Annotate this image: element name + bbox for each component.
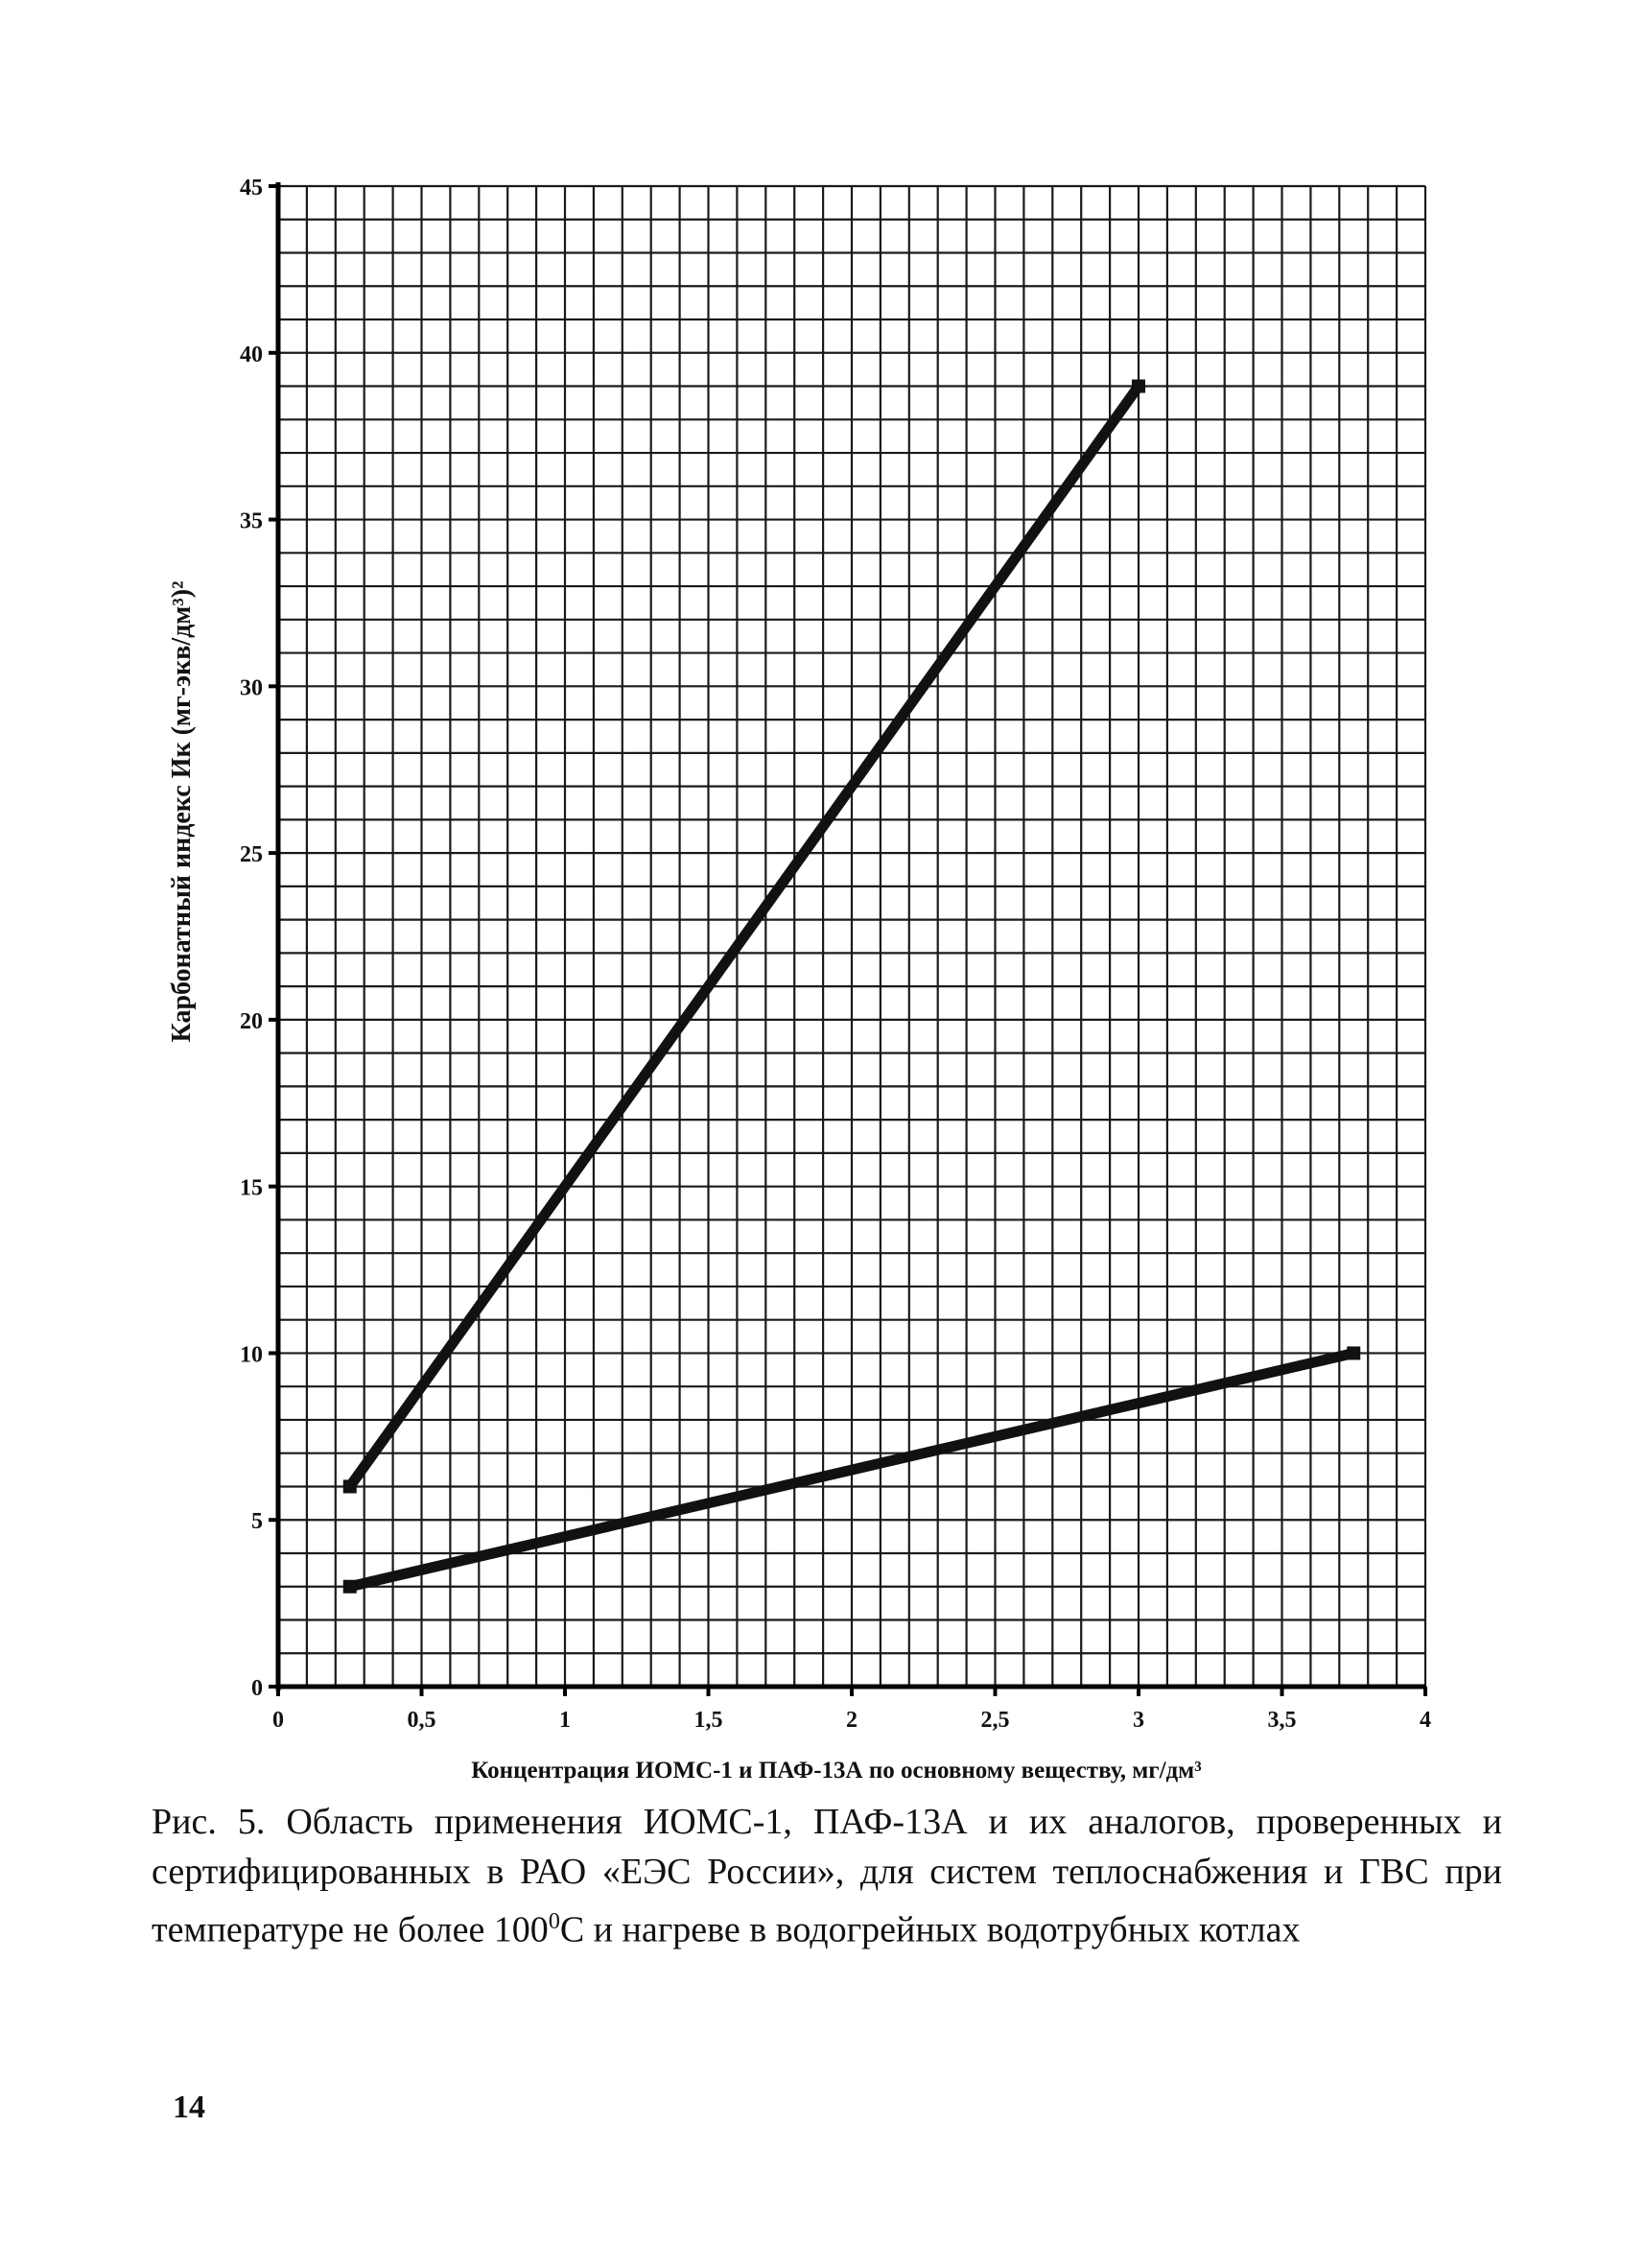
x-tick-label: 4 — [1420, 1708, 1431, 1733]
y-tick-label: 45 — [240, 176, 263, 201]
page-number: 14 — [173, 2090, 205, 2125]
x-tick-label: 1 — [559, 1708, 571, 1733]
caption-superscript: 0 — [548, 1909, 560, 1934]
y-tick-label: 35 — [240, 509, 263, 534]
x-tick-label: 2 — [846, 1708, 858, 1733]
x-tick-label: 0,5 — [408, 1708, 436, 1733]
data-series — [342, 379, 1361, 1594]
series-point-2 — [342, 1579, 357, 1594]
y-axis-label: Карбонатный индекс Ик (мг-экв/дм³)² — [167, 581, 197, 1043]
series-point-2 — [1347, 1346, 1361, 1360]
y-tick-label: 40 — [240, 343, 263, 367]
x-axis-label: Концентрация ИОМС-1 и ПАФ-13А по основно… — [471, 1758, 1201, 1784]
y-tick-label: 20 — [240, 1009, 263, 1034]
grid — [276, 184, 1427, 1689]
y-tick-label: 0 — [251, 1676, 263, 1701]
series-point-1 — [342, 1479, 357, 1494]
x-tick-label: 3 — [1133, 1708, 1144, 1733]
x-tick-label: 2,5 — [981, 1708, 1010, 1733]
y-tick-label: 25 — [240, 842, 263, 867]
y-tick-label: 15 — [240, 1176, 263, 1201]
caption-text-end: С и нагреве в водогрейных водотрубных ко… — [559, 1909, 1301, 1950]
x-tick-label: 3,5 — [1268, 1708, 1297, 1733]
y-tick-labels: 0 5 10 15 20 25 30 35 40 45 — [240, 176, 278, 1701]
x-tick-label: 0 — [272, 1708, 284, 1733]
x-tick-labels: 0 0,5 1 1,5 2 2,5 3 3,5 4 — [272, 1687, 1431, 1733]
series-line-1 — [345, 383, 1143, 1490]
y-tick-label: 30 — [240, 675, 263, 700]
y-tick-label: 5 — [251, 1509, 263, 1534]
figure-caption: Рис. 5. Область применения ИОМС-1, ПАФ-1… — [152, 1797, 1502, 1955]
caption-text: Рис. 5. Область применения ИОМС-1, ПАФ-1… — [152, 1802, 1502, 1950]
series-point-1 — [1132, 379, 1145, 393]
y-tick-label: 10 — [240, 1342, 263, 1367]
x-tick-label: 1,5 — [694, 1708, 723, 1733]
series-line-2 — [348, 1348, 1355, 1593]
